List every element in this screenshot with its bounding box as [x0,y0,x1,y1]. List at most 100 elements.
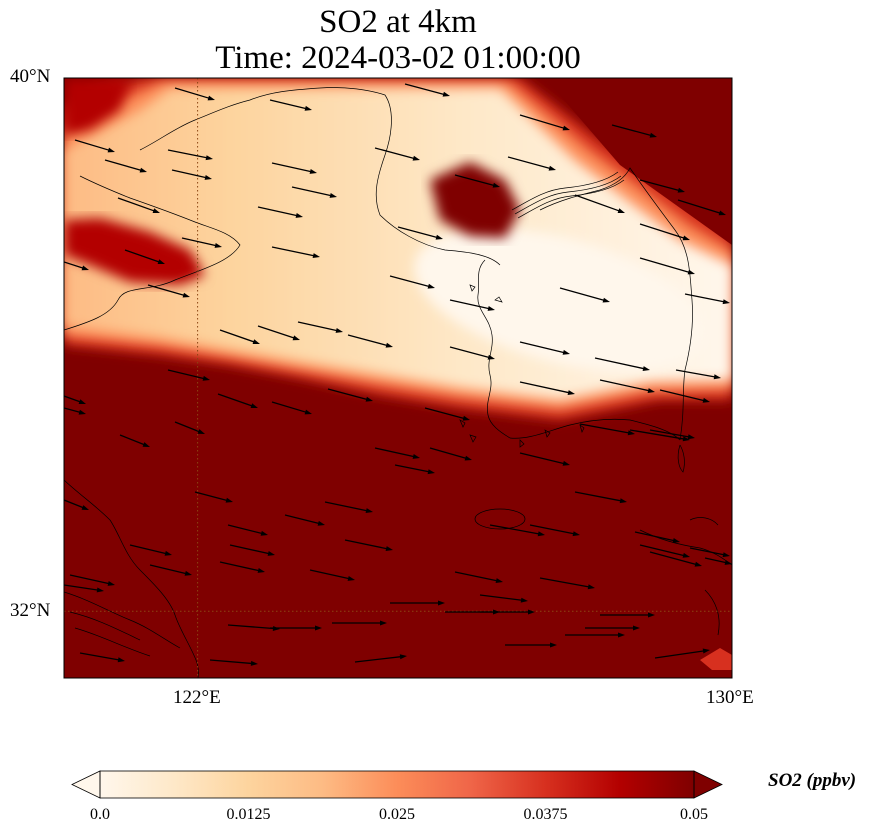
plume-bright-core [414,228,706,372]
wind-arrow-head [250,660,258,666]
wind-arrow-head [157,259,165,264]
wind-arrow-head [257,568,265,573]
wind-arrow-head [96,587,104,593]
colorbar-gradient [100,771,694,798]
wind-arrow-shaft [167,149,209,159]
dark-blob-west [64,218,205,285]
wind-arrow-shaft [675,369,717,378]
wind-arrow-head [412,155,420,161]
wind-arrow-head [309,169,317,174]
wind-arrow-head [152,208,160,213]
wind-arrow-shaft [69,574,111,585]
wind-arrow-head [427,283,435,289]
wind-arrow-head [385,546,393,551]
coastline-liaodong [139,87,501,266]
coastline-yangtze-estuary [64,591,181,657]
wind-arrow-head [562,349,570,355]
wind-arrow-shaft [639,257,691,274]
wind-arrow-shaft [347,334,389,347]
wind-arrow-head [587,584,595,590]
wind-arrow-head [412,454,420,459]
wind-arrow-head [442,91,450,97]
wind-arrow-shaft [404,83,446,96]
wind-arrow-head [722,552,730,558]
wind-arrow-head [702,648,710,654]
wind-arrow-shaft [374,147,416,160]
wind-arrow-shaft [324,501,369,512]
wind-arrow-head [142,442,150,447]
wind-arrow-head [202,375,210,381]
so2-field [64,78,732,678]
wind-arrow-head [617,208,625,213]
wind-arrow-shaft [124,249,161,263]
colorbar-tick-label: 0.0 [90,806,110,823]
wind-arrow-head [718,210,726,216]
wind-arrow-shaft [689,547,726,556]
wind-arrow-shaft [149,564,188,575]
coastline-yalu-river [511,171,625,219]
wind-arrow-head [252,339,260,344]
colorbar-tick-label: 0.05 [680,806,708,823]
lon-label-130E: 130°E [706,687,754,708]
wind-arrow-head [250,403,258,408]
wind-arrow-shaft [309,569,351,580]
wind-arrow-head [618,632,625,638]
wind-arrow-shaft [639,544,686,557]
wind-arrow-shaft [449,299,491,310]
wind-arrow-shaft [209,659,254,665]
wind-arrow-head [702,397,710,403]
wind-arrow-shaft [479,594,524,602]
wind-arrow-head [347,576,355,581]
wind-arrow-shaft [684,293,726,303]
wind-arrow-head [197,429,205,434]
wind-arrow-head [687,434,695,440]
wind-arrow-shaft [659,389,706,402]
wind-arrow-shaft [519,114,566,130]
wind-arrow-shaft [611,124,653,137]
wind-arrow-shaft [174,421,201,433]
map-frame [63,77,733,679]
wind-arrow-shaft [227,524,264,535]
wind-arrow-shaft [374,447,416,458]
wind-arrow-head [520,597,528,603]
wind-arrow-shaft [394,464,431,473]
wind-arrow-head [647,388,655,393]
wind-arrow-head [562,460,570,466]
wind-arrow-shaft [539,577,591,588]
lat-label-40N: 40°N [10,66,51,87]
wind-arrow-head [713,374,721,380]
wind-arrow-head [602,297,610,303]
wind-arrow-head [464,455,472,461]
wind-arrow-head [304,105,312,111]
wind-arrow-shaft [257,206,299,217]
wind-arrow-head [528,609,535,615]
wind-arrow-shaft [271,162,313,173]
colorbar-title: SO2 (ppbv) [768,770,857,791]
wind-arrow-head [184,570,192,576]
wind-arrow-shaft [397,226,439,239]
wind-arrow-shaft [424,407,466,420]
wind-arrow-head [81,505,89,510]
wind-arrow-shaft [454,571,499,582]
wind-arrow-head [204,175,212,180]
colorbar-outline [99,770,695,799]
wind-arrow-shaft [599,379,651,392]
wind-arrow-head [550,642,557,648]
wind-arrow-head [633,625,640,631]
wind-arrow-shaft [284,514,321,525]
wind-arrow-shaft [229,544,271,555]
wind-arrow-head [548,165,556,171]
wind-arrow-shaft [219,329,256,343]
dark-corner-ne [545,78,732,245]
wind-arrow-head [724,560,732,565]
wind-arrow-head [385,342,393,348]
wind-arrow-head [214,243,222,248]
korea-islands [459,284,585,448]
wind-arrow-shaft [507,156,552,170]
wind-arrow-head [260,530,268,536]
wind-arrow-head [292,335,300,341]
wind-arrow-shaft [297,321,339,332]
gridlines [64,78,732,678]
coastline-shandong [64,175,241,331]
